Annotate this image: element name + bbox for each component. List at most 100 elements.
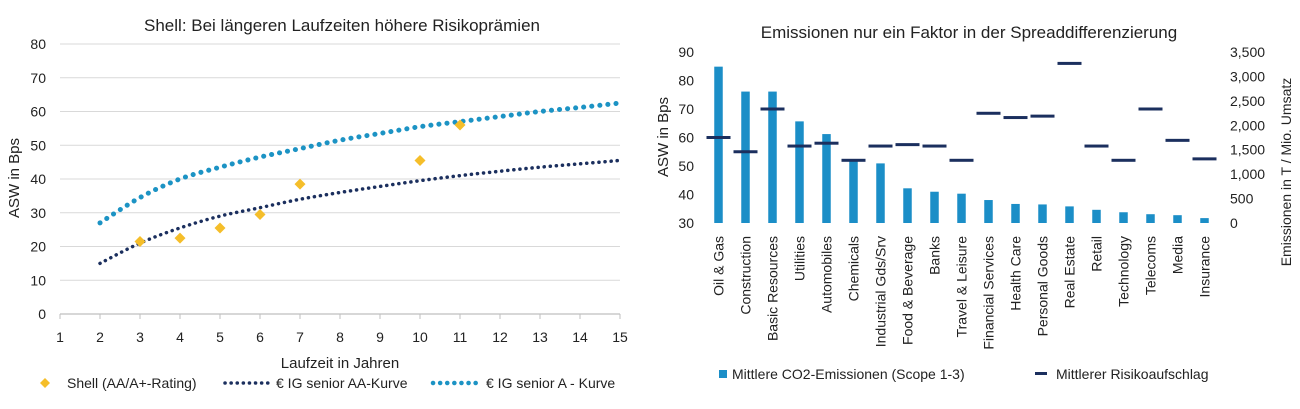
spread-marker [1084,144,1109,148]
legend-item-a-curve: € IG senior A - Kurve [430,375,615,391]
dash-swatch-icon [1035,372,1047,375]
left-chart-title: Shell: Bei längeren Laufzeiten höhere Ri… [144,16,540,35]
y-tick-label: 80 [678,73,694,89]
y-tick-label: 60 [678,130,694,146]
y-tick-label: 0 [38,306,46,322]
right-chart-y2-axis-label: Emissionen in T / Mio. Umsatz [1278,78,1294,267]
category-label: Retail [1089,236,1105,272]
spread-marker [1003,116,1028,120]
category-label: Personal Goods [1035,236,1051,336]
emissions-bar [822,134,831,223]
spread-marker [1030,114,1055,118]
spread-marker [1165,138,1190,142]
emissions-bar [957,193,966,223]
y-tick-label: 40 [678,187,694,203]
spread-marker [868,144,893,148]
spread-marker [1192,157,1217,161]
y-tick-label: 20 [30,239,46,255]
category-label: Media [1170,236,1186,274]
right-chart: Emissionen nur ein Faktor in der Spreadd… [655,23,1294,382]
x-tick-label: 12 [492,329,508,345]
emissions-bar [1119,212,1128,223]
legend-label-a-curve: € IG senior A - Kurve [486,375,615,391]
category-label: Automobiles [819,236,835,313]
spread-marker [814,141,839,145]
y2-tick-label: 0 [1230,215,1238,231]
shell-data-point [214,222,226,234]
emissions-bar [1200,218,1209,223]
category-label: Travel & Leisure [954,236,970,338]
x-tick-label: 7 [296,329,304,345]
y2-tick-label: 3,500 [1230,44,1265,60]
emissions-bar [1146,214,1155,223]
right-chart-title: Emissionen nur ein Faktor in der Spreadd… [761,23,1177,42]
x-tick-label: 1 [56,329,64,345]
a-curve-line [97,100,623,226]
category-label: Chemicals [846,236,862,301]
legend-label-aa-curve: € IG senior AA-Kurve [276,375,408,391]
spread-marker [922,144,947,148]
x-tick-label: 15 [612,329,628,345]
category-label: Banks [927,236,943,275]
emissions-bar [1065,206,1074,223]
shell-data-point [414,154,426,166]
y2-tick-label: 3,000 [1230,68,1265,84]
x-tick-label: 8 [336,329,344,345]
y-tick-label: 90 [678,44,694,60]
x-tick-label: 14 [572,329,588,345]
spread-marker [1111,158,1136,162]
emissions-bar [1173,215,1182,223]
spread-marker [787,144,812,148]
emissions-bar [795,121,804,223]
legend-item-spread: Mittlerer Risikoaufschlag [1035,366,1209,382]
category-label: Oil & Gas [711,236,727,296]
x-tick-label: 9 [376,329,384,345]
y-tick-label: 70 [30,70,46,86]
emissions-bar [741,91,750,224]
category-label: Industrial Gds/Srv [873,236,889,347]
y-tick-label: 30 [30,205,46,221]
category-label: Food & Beverage [900,236,916,345]
emissions-bar [903,188,912,223]
shell-data-point [134,235,146,247]
emissions-bar [930,191,939,223]
emissions-bar [876,163,885,223]
category-label: Utilities [792,236,808,281]
category-label: Financial Services [981,236,997,350]
x-tick-label: 11 [453,329,468,345]
x-tick-label: 6 [256,329,264,345]
x-tick-label: 13 [532,329,548,345]
emissions-bar [984,200,993,223]
y2-tick-label: 500 [1230,191,1254,207]
category-label: Telecoms [1143,236,1159,295]
spread-marker [976,111,1001,115]
spread-marker [949,158,974,162]
left-chart-x-axis-label: Laufzeit in Jahren [281,355,399,372]
shell-data-point [174,232,186,244]
y2-tick-label: 2,500 [1230,93,1265,109]
y-tick-label: 10 [30,272,46,288]
right-chart-legend: Mittlere CO2-Emissionen (Scope 1-3) Mitt… [719,366,1209,382]
shell-data-point [254,208,266,220]
legend-label-shell: Shell (AA/A+-Rating) [67,375,197,391]
y-tick-label: 80 [30,36,46,52]
x-tick-label: 10 [412,329,428,345]
legend-item-emissions: Mittlere CO2-Emissionen (Scope 1-3) [719,366,965,382]
spread-marker [895,143,920,147]
x-tick-label: 4 [176,329,184,345]
y-tick-label: 40 [30,171,46,187]
left-chart-y-axis-label: ASW in Bps [6,138,23,218]
category-label: Insurance [1197,236,1213,298]
category-label: Real Estate [1062,236,1078,309]
category-label: Basic Resources [765,236,781,341]
right-chart-y-axis-label: ASW in Bps [655,97,672,177]
y2-tick-label: 2,000 [1230,117,1265,133]
category-label: Technology [1116,236,1132,307]
y-tick-label: 60 [30,104,46,120]
emissions-bar [768,91,777,224]
spread-marker [1057,61,1082,65]
spread-marker [706,136,731,139]
diamond-marker-icon [40,378,50,388]
legend-label-spread: Mittlerer Risikoaufschlag [1056,366,1209,382]
